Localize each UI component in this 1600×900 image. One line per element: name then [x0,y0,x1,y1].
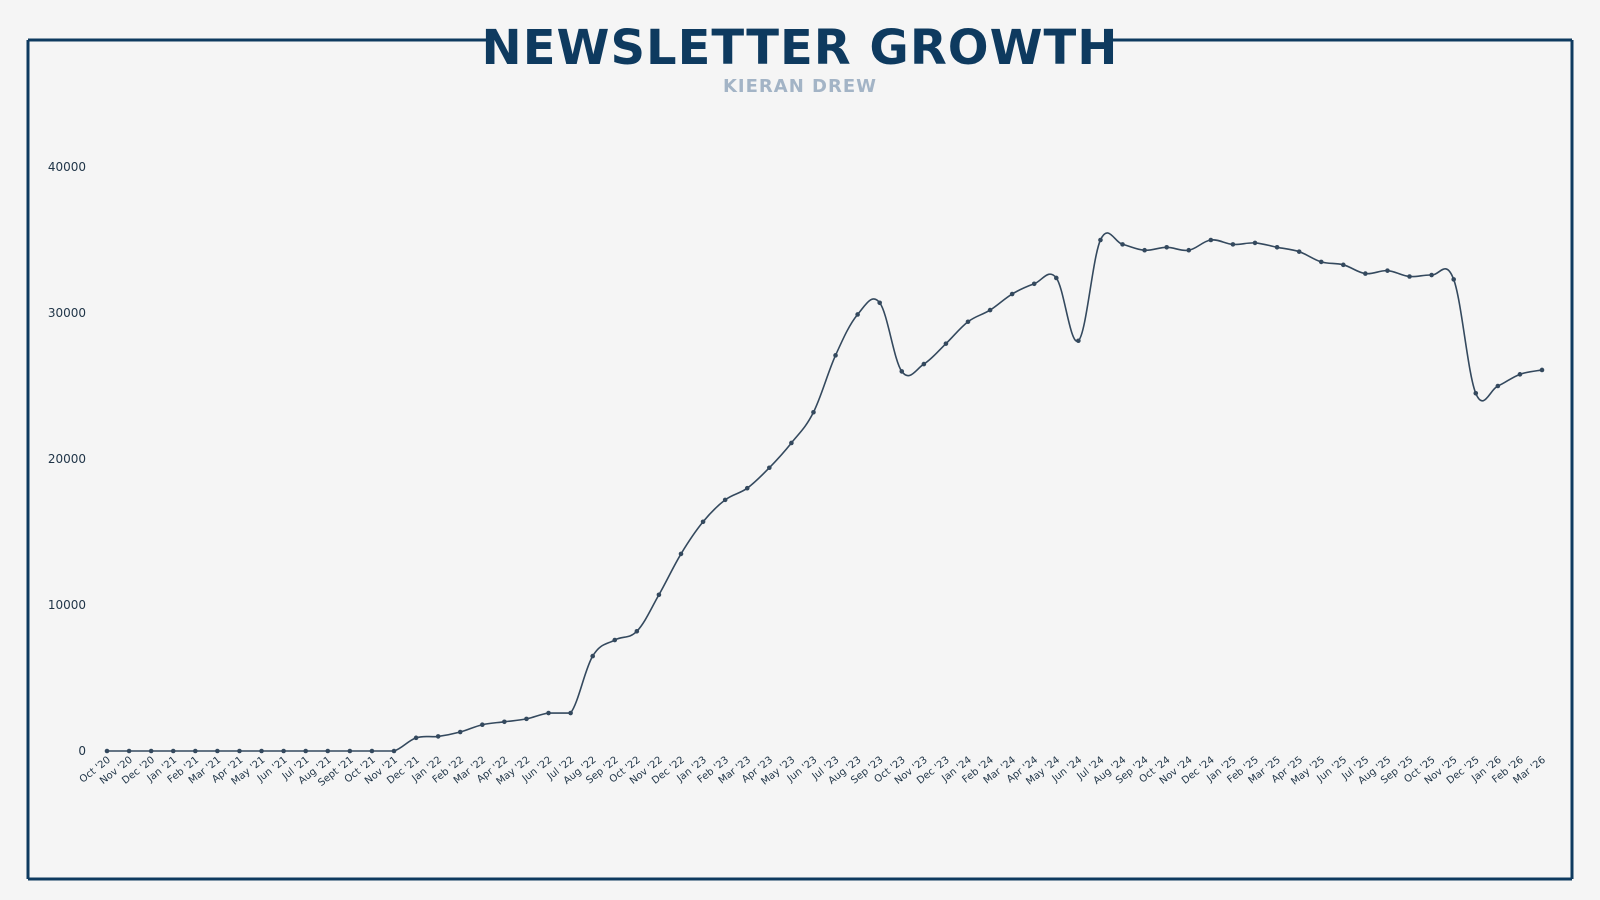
data-point [347,748,353,754]
data-point [1385,268,1390,273]
y-tick-label: 20000 [48,452,86,466]
data-point [722,497,728,503]
chart-title: NEWSLETTER GROWTH [482,20,1119,76]
data-point [656,592,662,598]
data-point [546,710,551,716]
data-point [1539,367,1545,373]
data-point [700,519,706,525]
data-point [1407,274,1412,279]
data-point [877,300,882,306]
data-point [170,748,176,754]
data-point [568,710,573,716]
data-point [634,628,640,634]
data-point [1429,272,1434,278]
data-point [1318,259,1324,265]
data-point [369,748,375,754]
data-point [943,341,949,346]
data-point [502,719,507,725]
data-point [590,653,595,659]
y-tick-label: 10000 [48,598,86,612]
data-point [744,485,750,491]
data-point [259,748,264,754]
data-point [987,307,993,313]
data-point [1252,240,1258,246]
y-axis: 0 10000 20000 30000 40000 [48,160,86,758]
data-point [1363,271,1368,276]
data-point [899,369,905,374]
series-line [107,232,1543,752]
data-point [148,748,154,754]
y-tick-label: 40000 [48,160,86,174]
data-point [612,637,618,643]
data-point [1341,262,1346,268]
data-point [1495,383,1501,389]
data-point [457,729,463,735]
data-point [1517,372,1523,377]
data-point [193,748,198,754]
data-point [480,722,485,728]
data-point [325,748,331,754]
data-point [1230,242,1236,247]
data-point [1473,391,1479,396]
data-point [1098,237,1103,243]
y-tick-label: 0 [78,744,86,758]
y-tick-label: 30000 [48,306,86,320]
data-point [1142,247,1147,253]
data-point [1164,245,1169,250]
data-point [215,748,220,754]
data-point [1120,242,1125,247]
data-point [413,735,419,741]
data-point [1296,249,1302,254]
data-point [237,748,242,754]
data-point [281,748,286,754]
chart-subtitle: KIERAN DREW [723,76,877,97]
data-point [1031,281,1037,287]
data-point [1208,237,1214,243]
data-point [1076,338,1081,344]
data-point [391,748,397,754]
data-point [811,409,816,415]
data-point [965,319,971,325]
data-point [303,748,308,754]
data-point [1274,245,1280,250]
data-point [678,551,684,557]
data-point [524,716,529,722]
data-point [789,440,794,446]
data-point [1054,275,1059,281]
data-point [1451,277,1456,282]
data-point [833,353,838,358]
plot-area [104,232,1545,754]
data-point [126,748,132,754]
data-point [104,748,110,754]
data-point [1009,291,1015,297]
data-point [855,312,860,317]
data-point [921,361,927,367]
data-point [435,734,441,739]
data-point [767,465,772,471]
data-point [1186,247,1192,253]
